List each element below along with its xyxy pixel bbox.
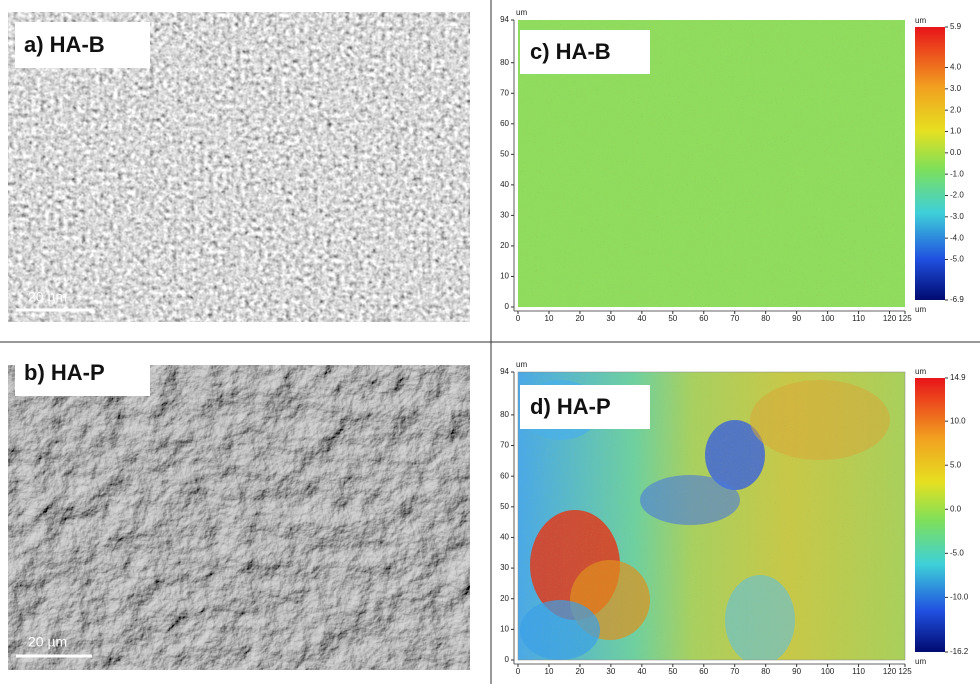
panel-label: c) HA-B [530,39,611,64]
x-tick-label: 0 [516,314,521,323]
x-tick-label: 50 [668,667,677,676]
panel-label: b) HA-P [24,360,105,385]
x-tick-label: 110 [852,314,865,323]
x-tick-label: 120 [883,314,897,323]
y-tick-label: 94 [500,15,509,24]
x-tick-label: 125 [898,667,912,676]
x-tick-label: 0 [516,667,521,676]
colorbar-label: -2.0 [950,191,964,200]
colorbar-label: -10.0 [950,592,969,601]
y-tick-label: 70 [500,88,509,97]
figure: a) HA-B 20 µm b) HA-P 20 µm c) HA-B d) H… [0,0,980,684]
x-tick-label: 20 [575,314,584,323]
colorbar-label: 0.0 [950,148,962,157]
y-tick-label: 50 [500,149,509,158]
colorbar-label: -16.2 [950,647,969,656]
colorbar-label: 4.0 [950,63,962,72]
panel-label: d) HA-P [530,394,611,419]
x-tick-label: 30 [606,314,615,323]
scale-bar-label: 20 µm [28,634,67,650]
y-tick-label: 40 [500,180,509,189]
unit-label: um [516,8,527,17]
x-tick-label: 80 [761,314,770,323]
unit-label: um [915,305,926,314]
colorbar [915,27,945,300]
x-tick-label: 100 [821,667,835,676]
x-tick-label: 10 [545,314,554,323]
x-tick-label: 90 [792,314,801,323]
scale-bar-label: 20 µm [28,289,67,305]
x-tick-label: 30 [606,667,615,676]
y-tick-label: 80 [500,58,509,67]
x-tick-label: 60 [699,667,708,676]
x-tick-label: 70 [730,314,739,323]
x-tick-label: 110 [852,667,865,676]
y-tick-label: 80 [500,410,509,419]
x-tick-label: 100 [821,314,835,323]
x-tick-label: 80 [761,667,770,676]
x-tick-label: 60 [699,314,708,323]
y-tick-label: 0 [505,655,510,664]
y-tick-label: 60 [500,119,509,128]
x-tick-label: 90 [792,667,801,676]
colorbar-label: 2.0 [950,105,962,114]
y-tick-label: 60 [500,471,509,480]
y-tick-label: 70 [500,441,509,450]
sem-image [8,365,470,670]
colorbar-label: 5.0 [950,460,962,469]
y-tick-label: 0 [505,302,510,311]
x-tick-label: 10 [545,667,554,676]
x-tick-label: 40 [637,667,646,676]
x-tick-label: 70 [730,667,739,676]
y-tick-label: 20 [500,241,509,250]
panel-label: a) HA-B [24,32,105,57]
unit-label: um [915,16,926,25]
y-tick-label: 30 [500,563,509,572]
colorbar-label: 10.0 [950,416,966,425]
colorbar-label: -5.0 [950,548,964,557]
colorbar [915,378,945,652]
y-tick-label: 94 [500,367,509,376]
y-tick-label: 10 [500,624,509,633]
x-tick-label: 125 [898,314,912,323]
colorbar-label: 3.0 [950,84,962,93]
y-tick-label: 30 [500,211,509,220]
y-tick-label: 50 [500,502,509,511]
x-tick-label: 120 [883,667,897,676]
x-tick-label: 50 [668,314,677,323]
colorbar-label: -3.0 [950,212,964,221]
x-tick-label: 40 [637,314,646,323]
y-tick-label: 40 [500,533,509,542]
colorbar-label: 5.9 [950,22,962,31]
x-tick-label: 20 [575,667,584,676]
y-tick-label: 20 [500,594,509,603]
colorbar-label: 0.0 [950,504,962,513]
colorbar-label: -4.0 [950,233,964,242]
unit-label: um [516,360,527,369]
unit-label: um [915,367,926,376]
colorbar-label: -6.9 [950,295,964,304]
colorbar-label: -5.0 [950,255,964,264]
y-tick-label: 10 [500,272,509,281]
colorbar-label: 1.0 [950,127,962,136]
colorbar-label: 14.9 [950,373,966,382]
colorbar-label: -1.0 [950,169,964,178]
unit-label: um [915,657,926,666]
